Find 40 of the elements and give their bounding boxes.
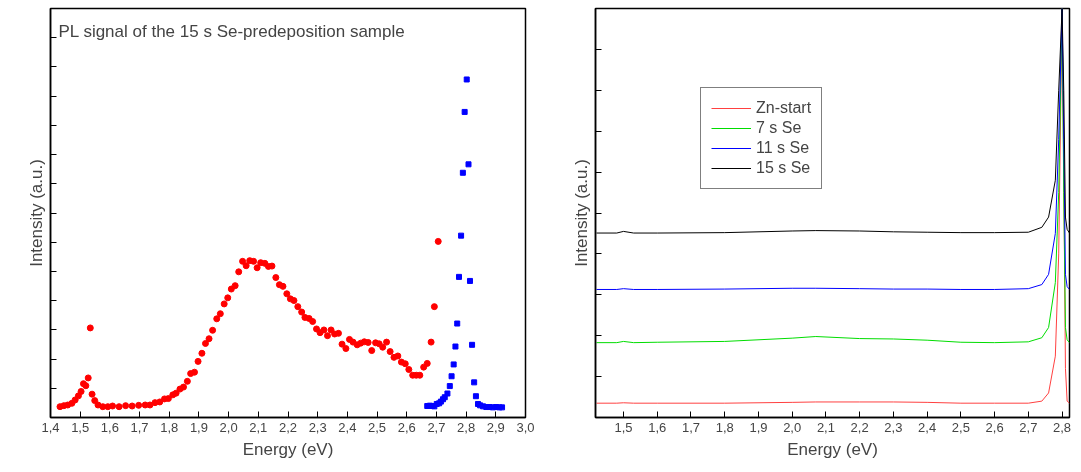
x-tick-label: 2,5 <box>951 419 970 435</box>
x-tick-label: 2,8 <box>1053 419 1072 435</box>
x-tick-label: 2,0 <box>219 419 238 435</box>
x-tick-label: 3,0 <box>516 419 535 435</box>
x-tick-label: 2,6 <box>397 419 416 435</box>
x-tick-label: 1,7 <box>130 419 149 435</box>
x-tick-label: 2,5 <box>368 419 387 435</box>
x-tick-label: 2,2 <box>278 419 298 435</box>
x-tick-label: 2,1 <box>816 419 835 435</box>
x-tick-label: 2,4 <box>918 419 937 435</box>
x-tick-label: 1,9 <box>749 419 768 435</box>
x-tick-label: 2,4 <box>338 419 357 435</box>
y-axis-title: Intensity (a.u.) <box>26 159 46 267</box>
x-tick-label: 1,5 <box>71 419 90 435</box>
legend-label: 11 s Se <box>756 139 810 157</box>
y-axis-title: Intensity (a.u.) <box>571 159 591 267</box>
x-tick-label: 1,9 <box>189 419 208 435</box>
legend-label: 7 s Se <box>756 119 802 137</box>
x-axis-title: Energy (eV) <box>242 439 334 459</box>
x-tick-label: 2,0 <box>783 419 802 435</box>
x-tick-label: 2,9 <box>486 419 505 435</box>
x-tick-label: 1,4 <box>41 419 60 435</box>
x-tick-label: 2,7 <box>1019 419 1038 435</box>
x-tick-label: 2,7 <box>427 419 446 435</box>
x-axis-title: Energy (eV) <box>787 439 878 459</box>
x-tick-label: 2,1 <box>249 419 268 435</box>
x-tick-label: 2,6 <box>985 419 1004 435</box>
x-tick-label: 2,3 <box>884 419 903 435</box>
x-tick-label: 2,3 <box>308 419 327 435</box>
legend-label: 15 s Se <box>756 159 811 177</box>
x-tick-label: 2,2 <box>850 419 869 435</box>
legend-label: Zn-start <box>756 99 812 117</box>
x-tick-label: 1,7 <box>681 419 701 435</box>
x-tick-label: 1,5 <box>614 419 633 435</box>
x-tick-label: 1,6 <box>100 419 119 435</box>
x-tick-label: 1,8 <box>715 419 734 435</box>
x-tick-label: 2,8 <box>457 419 476 435</box>
chart-title: PL signal of the 15 s Se-predeposition sample <box>58 21 405 41</box>
x-tick-label: 1,6 <box>648 419 667 435</box>
x-tick-label: 1,8 <box>160 419 179 435</box>
